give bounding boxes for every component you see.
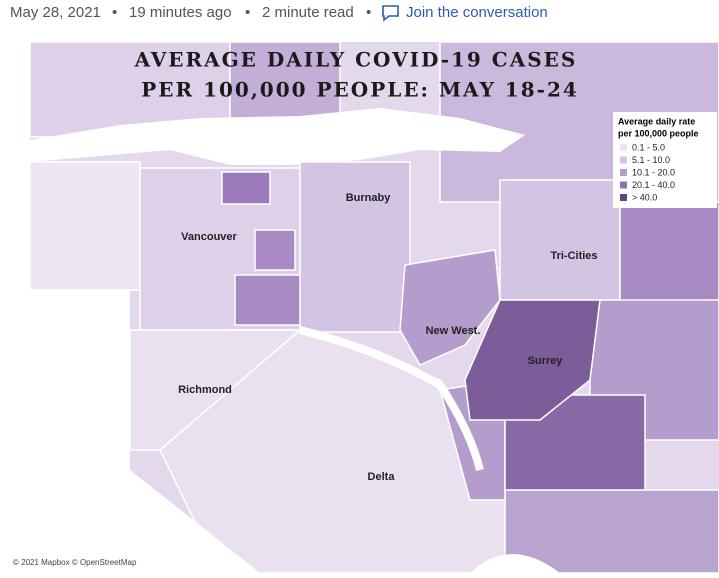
join-link[interactable]: Join the conversation [406,4,548,21]
place-label: Surrey [528,355,564,367]
place-label: Burnaby [346,192,392,204]
legend-label: 10.1 - 20.0 [632,167,675,177]
comment-icon[interactable] [382,5,399,22]
legend-label: > 40.0 [632,192,657,202]
river [299,326,484,471]
byline: May 28, 2021 • 19 minutes ago • 2 minute… [10,4,548,22]
water [30,290,260,573]
map: AVERAGE DAILY COVID-19 CASES PER 100,000… [13,41,719,574]
region [499,179,621,301]
region [234,274,306,326]
region [254,229,296,271]
attribution: © 2021 Mapbox © OpenStreetMap [13,558,137,567]
map-title: AVERAGE DAILY COVID-19 CASES [134,48,578,72]
legend-swatch [620,181,627,189]
place-label: New West. [426,325,481,337]
region [29,161,141,291]
separator: • [366,4,371,21]
water [30,108,525,165]
region [399,249,501,366]
region [299,161,411,333]
legend-label: 20.1 - 40.0 [632,180,675,190]
separator: • [112,4,117,21]
legend-swatch [620,194,627,201]
legend-swatch [620,156,627,164]
legend-swatch [620,144,627,151]
separator: • [245,4,250,21]
date: May 28, 2021 [10,4,101,21]
place-label: Richmond [178,384,232,396]
water [470,554,560,573]
read-time: 2 minute read [262,4,354,21]
region [464,299,601,421]
region [221,171,271,205]
place-label: Delta [368,471,396,483]
legend-title: Average daily rate [618,116,695,126]
legend-label: 0.1 - 5.0 [632,142,665,152]
map-title: PER 100,000 PEOPLE: MAY 18-24 [141,78,579,102]
region [619,201,719,303]
legend-box [613,112,717,208]
place-label: Vancouver [181,231,237,243]
legend-title: per 100,000 people [618,128,699,138]
region [504,394,646,491]
legend-label: 5.1 - 10.0 [632,155,670,165]
place-label: Tri-Cities [550,250,597,262]
time-ago: 19 minutes ago [129,4,232,21]
legend: Average daily rate per 100,000 people 0.… [613,112,717,208]
legend-swatch [620,169,627,176]
